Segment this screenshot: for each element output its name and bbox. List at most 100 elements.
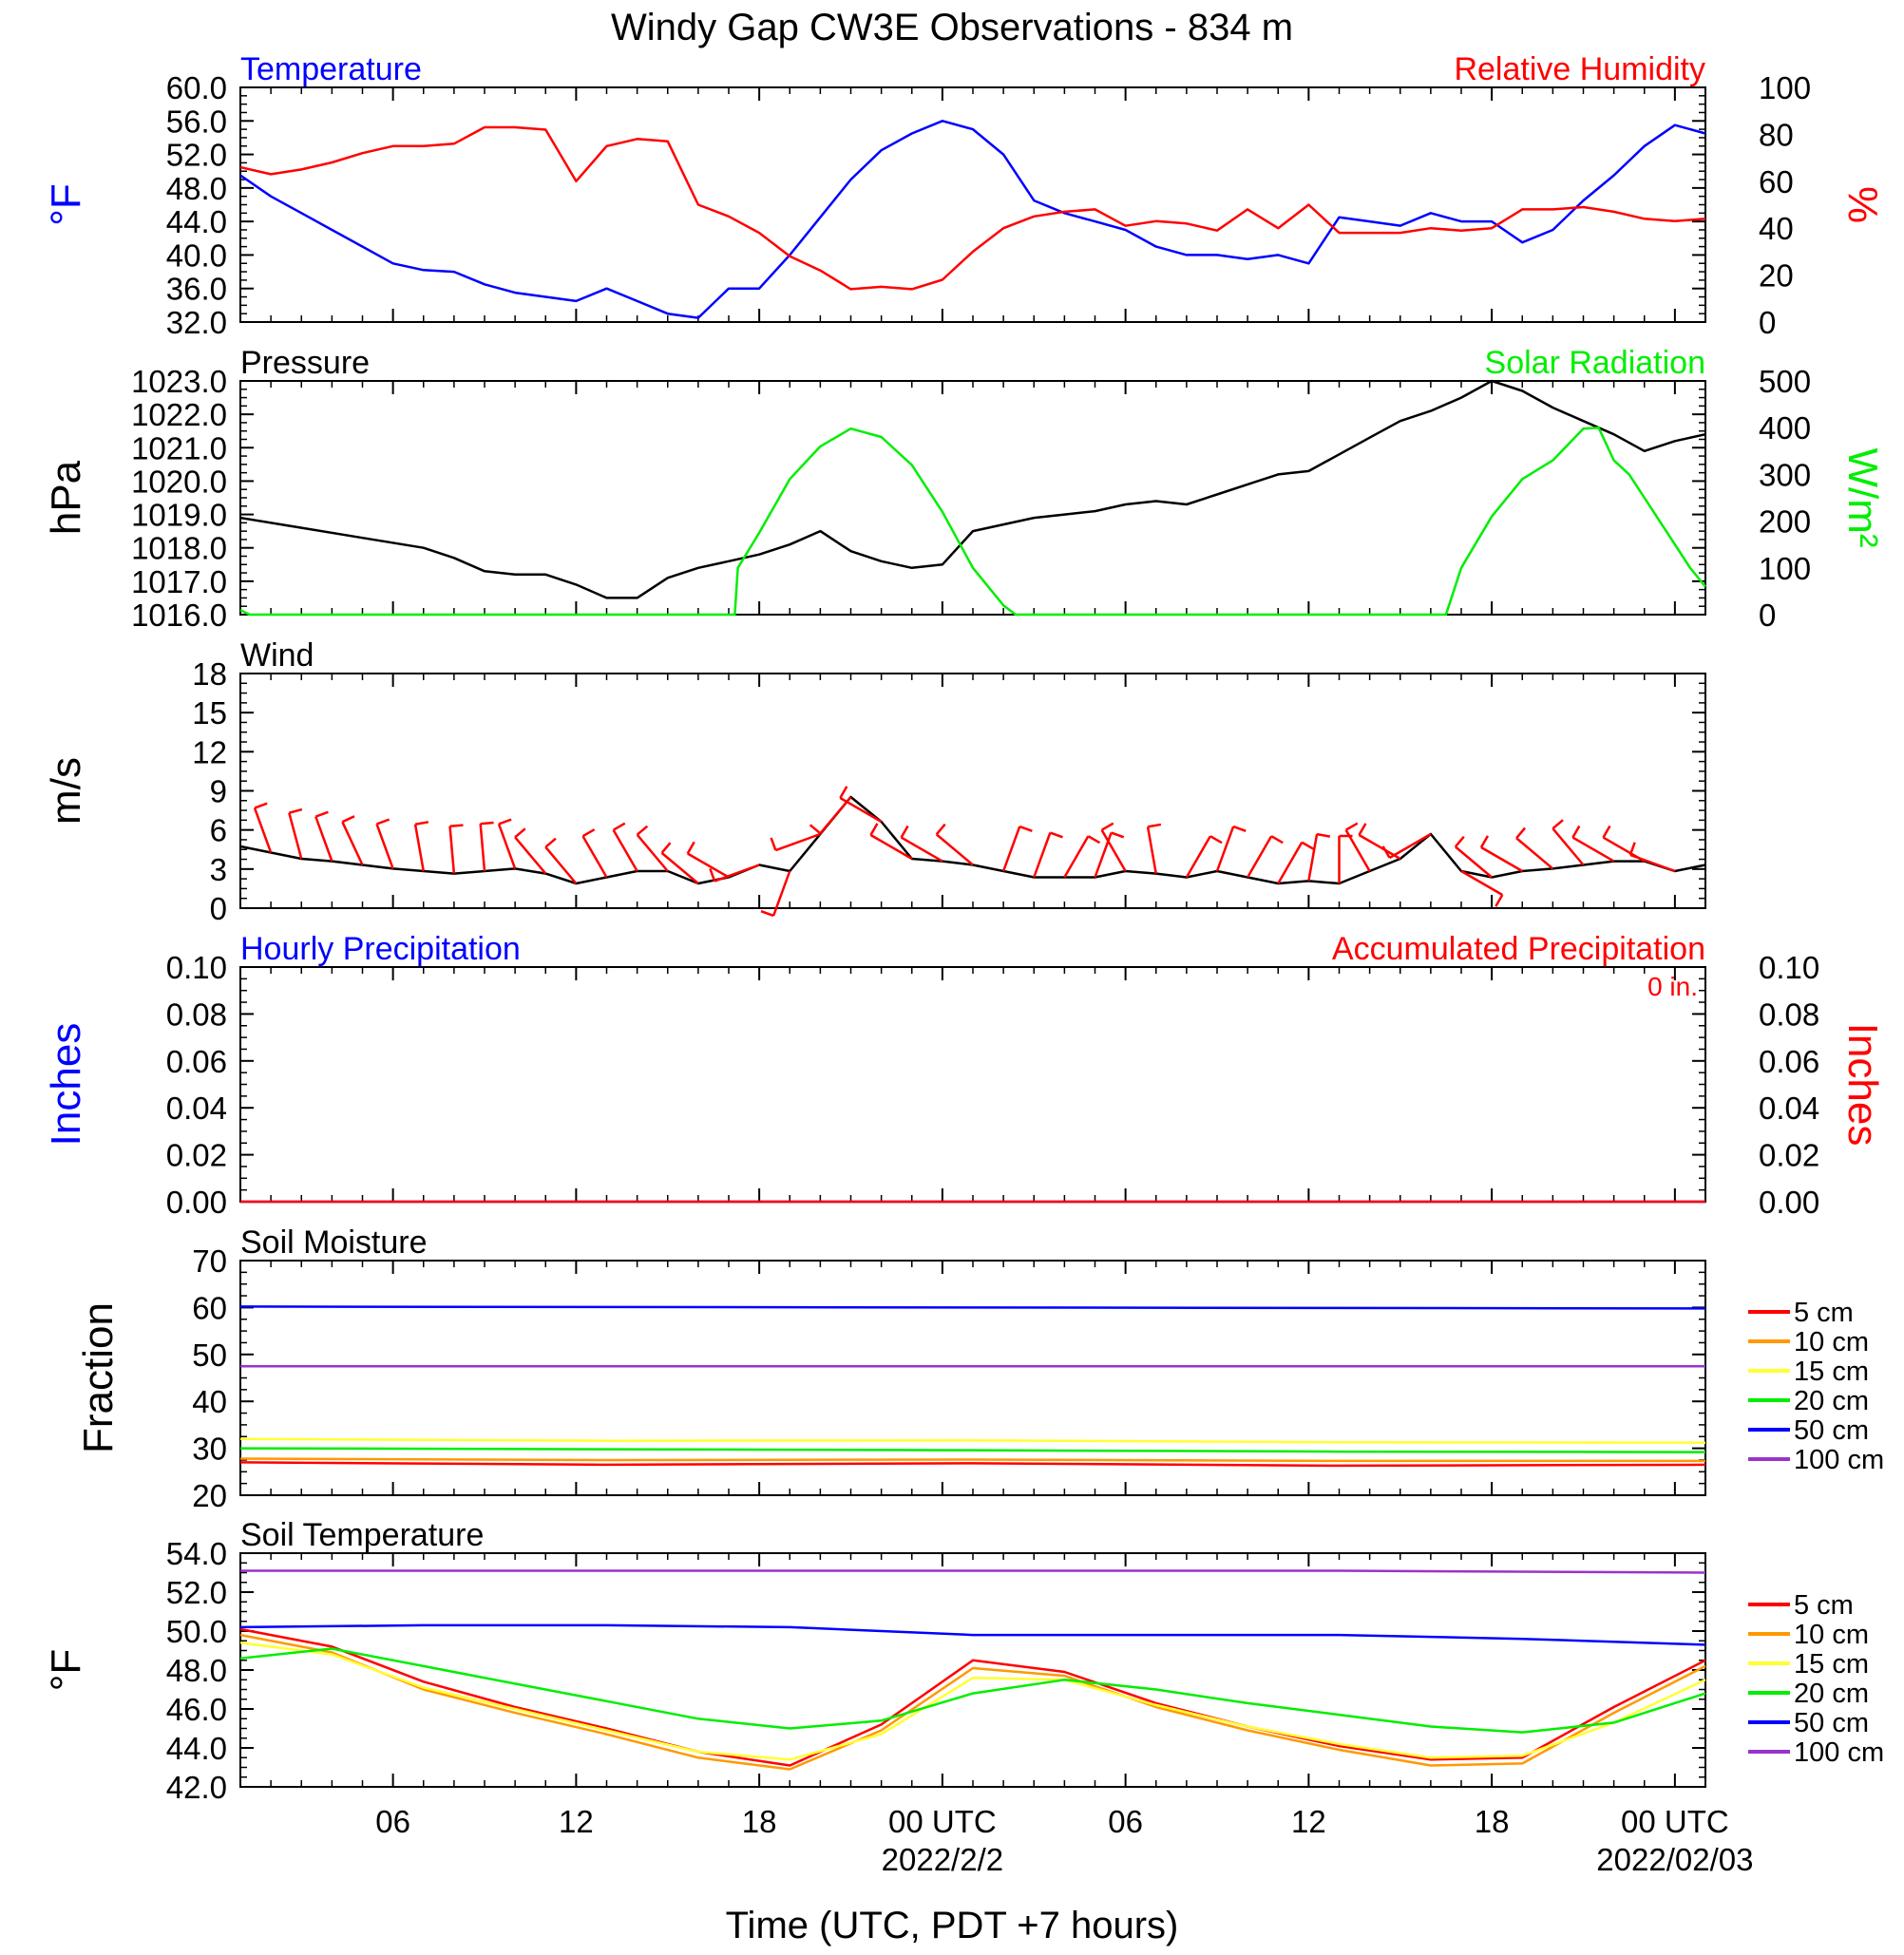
wind-barb: [375, 823, 394, 869]
legend-label: 10 cm: [1794, 1620, 1869, 1650]
series-line-solar-radiation: [239, 426, 1706, 617]
y-axis-label-right: Inches: [1839, 1023, 1886, 1147]
series-line-10-cm: [239, 1633, 1706, 1771]
panel-title-left: Soil Temperature: [240, 1517, 484, 1553]
y-tick-label-right: 0.00: [1759, 1185, 1819, 1220]
wind-barb: [253, 807, 273, 853]
panel-title-left: Soil Moisture: [240, 1224, 428, 1261]
y-tick-label-left: 0.04: [166, 1091, 227, 1126]
y-tick-label-left: 60.0: [166, 70, 227, 105]
wind-barb: [774, 832, 821, 852]
wind-barb-flag: [1019, 825, 1033, 832]
y-tick-label-left: 42.0: [166, 1770, 227, 1805]
wind-barb: [1185, 835, 1211, 879]
legend-label: 20 cm: [1794, 1679, 1869, 1709]
wind-barb: [341, 821, 364, 866]
legend-label: 15 cm: [1794, 1357, 1869, 1387]
legend-label: 50 cm: [1794, 1708, 1869, 1738]
wind-barb: [612, 829, 638, 872]
plot-frame: [239, 86, 1706, 323]
wind-barb-flag: [1571, 825, 1581, 839]
y-tick-label-right: 500: [1759, 364, 1811, 399]
panel-soil-moisture: Soil Moisture 70 60 50 40 30 20 Fraction 5 cm10 …: [75, 1224, 1884, 1513]
wind-barb-flag: [254, 802, 268, 809]
wind-barb: [544, 845, 578, 884]
series-line-5-cm: [239, 1461, 1706, 1468]
y-tick-label-left: 12: [192, 734, 227, 769]
series-line-50-cm: [239, 1623, 1706, 1646]
legend-label: 5 cm: [1794, 1590, 1854, 1621]
y-tick-label-left: 1022.0: [131, 397, 227, 432]
y-tick-label-left: 70: [192, 1243, 227, 1279]
wind-barb-flag: [1479, 835, 1490, 848]
y-axis-label-left: m/s: [43, 757, 89, 825]
y-axis-label-left: Inches: [43, 1023, 89, 1147]
series-line-10-cm: [239, 1457, 1705, 1463]
wind-barb: [1277, 842, 1304, 884]
wind-barb-flag: [869, 823, 879, 836]
plot-frame: [239, 380, 1706, 616]
wind-barb: [1146, 826, 1157, 874]
wind-barb-flag: [341, 815, 355, 824]
y-tick-label-right: 200: [1759, 504, 1811, 540]
y-tick-label-left: 18: [192, 656, 227, 692]
panel-pressure: Pressure Solar Radiation 1023.01022.01021.…: [43, 345, 1886, 633]
x-tick-label: 00 UTC: [888, 1804, 997, 1839]
wind-barb: [1001, 826, 1021, 872]
y-tick-label-left: 56.0: [166, 104, 227, 139]
y-tick-label-left: 40.0: [166, 237, 227, 273]
x-axis-title: Time (UTC, PDT +7 hours): [726, 1905, 1179, 1946]
wind-barb-flag: [376, 818, 390, 826]
wind-barb-flag: [900, 825, 909, 839]
y-tick-label-left: 52.0: [166, 1575, 227, 1610]
y-axis-label-left: hPa: [43, 460, 89, 535]
wind-barb: [636, 833, 669, 872]
wind-barb-flag: [636, 825, 649, 836]
y-tick-label-left: 0.06: [166, 1044, 227, 1079]
series-line-50-cm: [239, 1305, 1706, 1310]
x-tick-label: 12: [559, 1804, 594, 1839]
y-tick-label-right: 400: [1759, 410, 1811, 446]
wind-barb: [1033, 832, 1052, 878]
panel-title-right: Solar Radiation: [1485, 345, 1705, 381]
wind-barb-flag: [1454, 835, 1465, 848]
wind-barb-flag: [1209, 835, 1223, 845]
y-tick-label-right: 20: [1759, 258, 1794, 294]
y-tick-label-left: 1016.0: [131, 598, 227, 633]
wind-barb-flag: [809, 824, 822, 835]
wind-barb-flag: [1049, 831, 1063, 839]
wind-barb-flag: [612, 822, 626, 831]
y-tick-label-right: 60: [1759, 164, 1794, 199]
y-tick-label-right: 0: [1759, 305, 1776, 340]
series-line-15-cm: [239, 1437, 1706, 1444]
wind-barb-flag: [660, 842, 672, 854]
series-line-pressure: [239, 379, 1706, 599]
wind-barb-flag: [770, 837, 777, 851]
panel-title-left: Wind: [240, 637, 314, 674]
wind-barb: [581, 835, 608, 879]
wind-barb: [314, 816, 333, 863]
wind-barb-flag: [1381, 845, 1391, 859]
wind-barb-flag: [1495, 894, 1504, 907]
panel-temperature: Temperature Relative Humidity 60.056.052.0…: [43, 51, 1886, 340]
y-tick-label-left: 50.0: [166, 1614, 227, 1649]
y-tick-label-left: 3: [210, 852, 227, 887]
wind-barb: [1480, 845, 1523, 873]
y-tick-label-left: 48.0: [166, 171, 227, 206]
wind-barb: [1247, 835, 1273, 879]
wind-barb-flag: [1602, 825, 1611, 839]
wind-barb-flag: [935, 823, 946, 836]
wind-barb-flag: [839, 786, 848, 799]
wind-barb: [1063, 835, 1090, 879]
x-date-label: 2022/2/2: [882, 1842, 1003, 1877]
y-tick-label-left: 52.0: [166, 138, 227, 173]
wind-barb: [1344, 829, 1371, 872]
wind-barb: [1515, 837, 1554, 870]
series-line-15-cm: [239, 1642, 1706, 1761]
y-tick-label-left: 1023.0: [131, 364, 227, 399]
wind-barb-flag: [498, 818, 512, 826]
y-tick-label-left: 44.0: [166, 204, 227, 239]
panel-soil-temperature: Soil Temperature 54.0 52.0 50.0 48.0 46.0 44.0…: [43, 1517, 1884, 1805]
y-tick-label-left: 54.0: [166, 1536, 227, 1571]
